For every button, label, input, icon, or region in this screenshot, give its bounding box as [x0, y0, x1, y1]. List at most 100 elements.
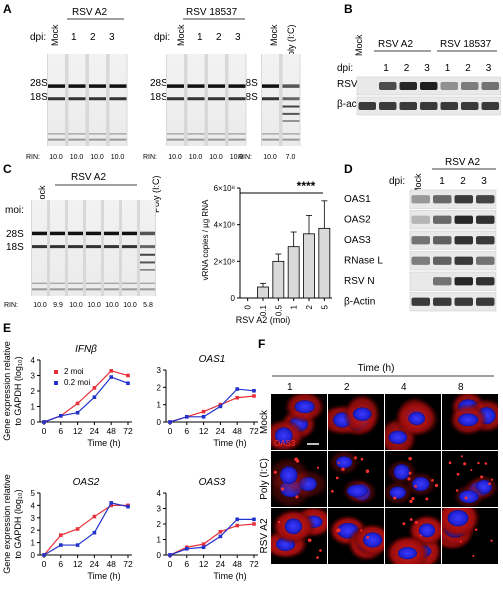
puncta — [273, 470, 277, 474]
rin-value: 10.0 — [49, 154, 63, 161]
bar-xtick: 0.5 — [274, 304, 283, 316]
line-xtick: 72 — [123, 426, 133, 436]
a-rsv-18537-header: RSV 18537 — [186, 7, 238, 18]
line-ytick: 0 — [31, 551, 36, 560]
marker-band — [109, 138, 127, 141]
line-xtick: 6 — [58, 426, 63, 436]
puncta — [360, 457, 364, 461]
blot-band — [420, 102, 438, 110]
panel-label-d: D — [344, 162, 353, 176]
c-polyic-label: Poly (I:C) — [151, 175, 161, 213]
band-18s — [50, 245, 65, 249]
line-ytick: 0 — [157, 418, 162, 427]
line-xlabel: Time (h) — [87, 571, 120, 581]
puncta — [475, 528, 478, 532]
degradation-band — [140, 253, 155, 256]
a-dpi-label: dpi: — [30, 32, 46, 43]
marker-band — [86, 288, 101, 291]
d-day: 2 — [460, 176, 466, 187]
band-28s — [32, 231, 47, 236]
line-ytick: 2 — [31, 526, 36, 535]
c-moi-label: moi: — [5, 205, 24, 216]
data-point — [201, 409, 206, 414]
puncta — [407, 477, 411, 481]
data-point — [59, 533, 63, 537]
a-day: 1 — [197, 32, 203, 43]
marker-band — [89, 133, 106, 135]
b-day: 3 — [424, 63, 430, 74]
line-ytick: 1 — [157, 536, 162, 545]
puncta — [460, 455, 463, 458]
marker-band — [228, 133, 246, 135]
puncta — [295, 459, 300, 463]
data-point — [235, 517, 239, 522]
line-xtick: 48 — [106, 426, 116, 436]
d-dpi-label: dpi: — [389, 176, 405, 187]
a-rin-label-3: RIN: — [238, 154, 252, 161]
d-rsv-a2-header: RSV A2 — [445, 157, 480, 168]
f-time-value: 8 — [458, 382, 464, 393]
blot-band — [476, 195, 495, 204]
bar — [257, 286, 269, 299]
marker-band — [208, 138, 225, 141]
marker-band — [104, 288, 119, 291]
marker-band — [282, 133, 300, 135]
band-28s — [140, 231, 155, 236]
data-point — [126, 381, 130, 386]
line-ytick: 3 — [31, 372, 36, 381]
line-xtick: 6 — [184, 426, 189, 436]
data-point — [92, 514, 97, 519]
marker-band — [140, 282, 155, 285]
panel-label-c: C — [3, 162, 12, 176]
bar-xtick: 2 — [305, 304, 314, 309]
line-ytick: 3 — [31, 514, 36, 523]
marker-band — [167, 133, 184, 135]
data-point — [42, 553, 46, 557]
line-ytick: 0 — [31, 418, 36, 427]
c-mock-label: Mock — [37, 185, 47, 207]
line-ytick: 1 — [31, 539, 36, 548]
bar — [303, 233, 315, 299]
puncta — [366, 535, 370, 539]
panel-label-a: A — [3, 2, 12, 16]
line-ytick: 2 — [157, 383, 162, 392]
blot-band — [433, 277, 452, 286]
line-xtick: 24 — [216, 559, 226, 569]
line-xtick: 0 — [168, 559, 173, 569]
line-xtick: 0 — [42, 559, 47, 569]
c-rin-label: RIN: — [4, 302, 18, 309]
data-point — [59, 414, 63, 418]
a-mock-label-2: Mock — [176, 24, 186, 46]
puncta — [335, 476, 339, 480]
series-line — [43, 504, 128, 556]
bar-ytick: 2×10⁸ — [214, 257, 235, 266]
data-point — [252, 517, 256, 522]
blot-strip — [409, 230, 497, 250]
blot-band — [476, 236, 495, 245]
nucleus — [274, 427, 293, 444]
f-time-value: 1 — [287, 382, 293, 393]
marker-band — [32, 282, 47, 285]
line-xtick: 12 — [73, 426, 83, 436]
line-ytick: 2 — [157, 520, 162, 529]
b-row-actin: β-actin — [337, 99, 367, 110]
line-xlabel: Time (h) — [213, 438, 246, 448]
nucleus — [447, 509, 469, 527]
puncta — [354, 456, 357, 460]
marker-band — [68, 282, 83, 285]
band-18s — [104, 245, 119, 249]
puncta — [463, 462, 467, 466]
puncta — [331, 489, 334, 493]
puncta — [425, 497, 429, 501]
blot-b — [356, 76, 501, 116]
a-18s-label-3: 18S — [240, 92, 258, 103]
degradation-band — [282, 112, 300, 115]
blot-band — [433, 195, 452, 204]
nucleus — [458, 490, 479, 504]
a-mock-label: Mock — [50, 24, 60, 46]
blot-band — [454, 236, 473, 245]
c-rsv-a2-header: RSV A2 — [71, 172, 106, 183]
marker-band — [50, 288, 65, 291]
